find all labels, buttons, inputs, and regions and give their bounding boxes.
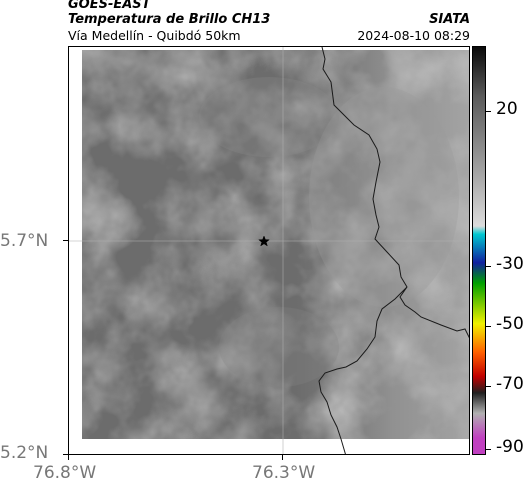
longitude-tick (68, 455, 69, 460)
colorbar-tick (486, 449, 491, 450)
colorbar-label-minus70: -70 (496, 374, 524, 394)
longitude-label-west: 76.8°W (33, 463, 97, 483)
satellite-title: GOES-EAST (68, 0, 151, 12)
star-marker[interactable] (258, 235, 270, 247)
satellite-imagery (82, 50, 469, 439)
colorbar-label-minus30: -30 (496, 254, 524, 274)
region-subtitle: Vía Medellín - Quibdó 50km (68, 28, 241, 43)
department-border (318, 47, 469, 454)
colorbar-tick (486, 326, 491, 327)
product-title: Temperatura de Brillo CH13 (68, 12, 271, 27)
map-canvas (69, 47, 469, 454)
latitude-tick (63, 240, 68, 241)
colorbar (472, 46, 486, 455)
colorbar-tick (486, 266, 491, 267)
map-panel[interactable] (68, 46, 470, 455)
longitude-label-east: 76.3°W (252, 463, 316, 483)
longitude-tick (282, 455, 283, 460)
latitude-label-upper: 5.7°N (0, 231, 49, 251)
colorbar-label-20: 20 (496, 99, 518, 119)
colorbar-label-minus90: -90 (496, 437, 524, 457)
colorbar-tick (486, 386, 491, 387)
organization-label: SIATA (429, 12, 470, 27)
colorbar-label-minus50: -50 (496, 314, 524, 334)
latitude-label-lower: 5.2°N (0, 443, 49, 463)
latitude-tick (63, 454, 68, 455)
datetime-label: 2024-08-10 08:29 (357, 28, 470, 43)
colorbar-tick (486, 111, 491, 112)
